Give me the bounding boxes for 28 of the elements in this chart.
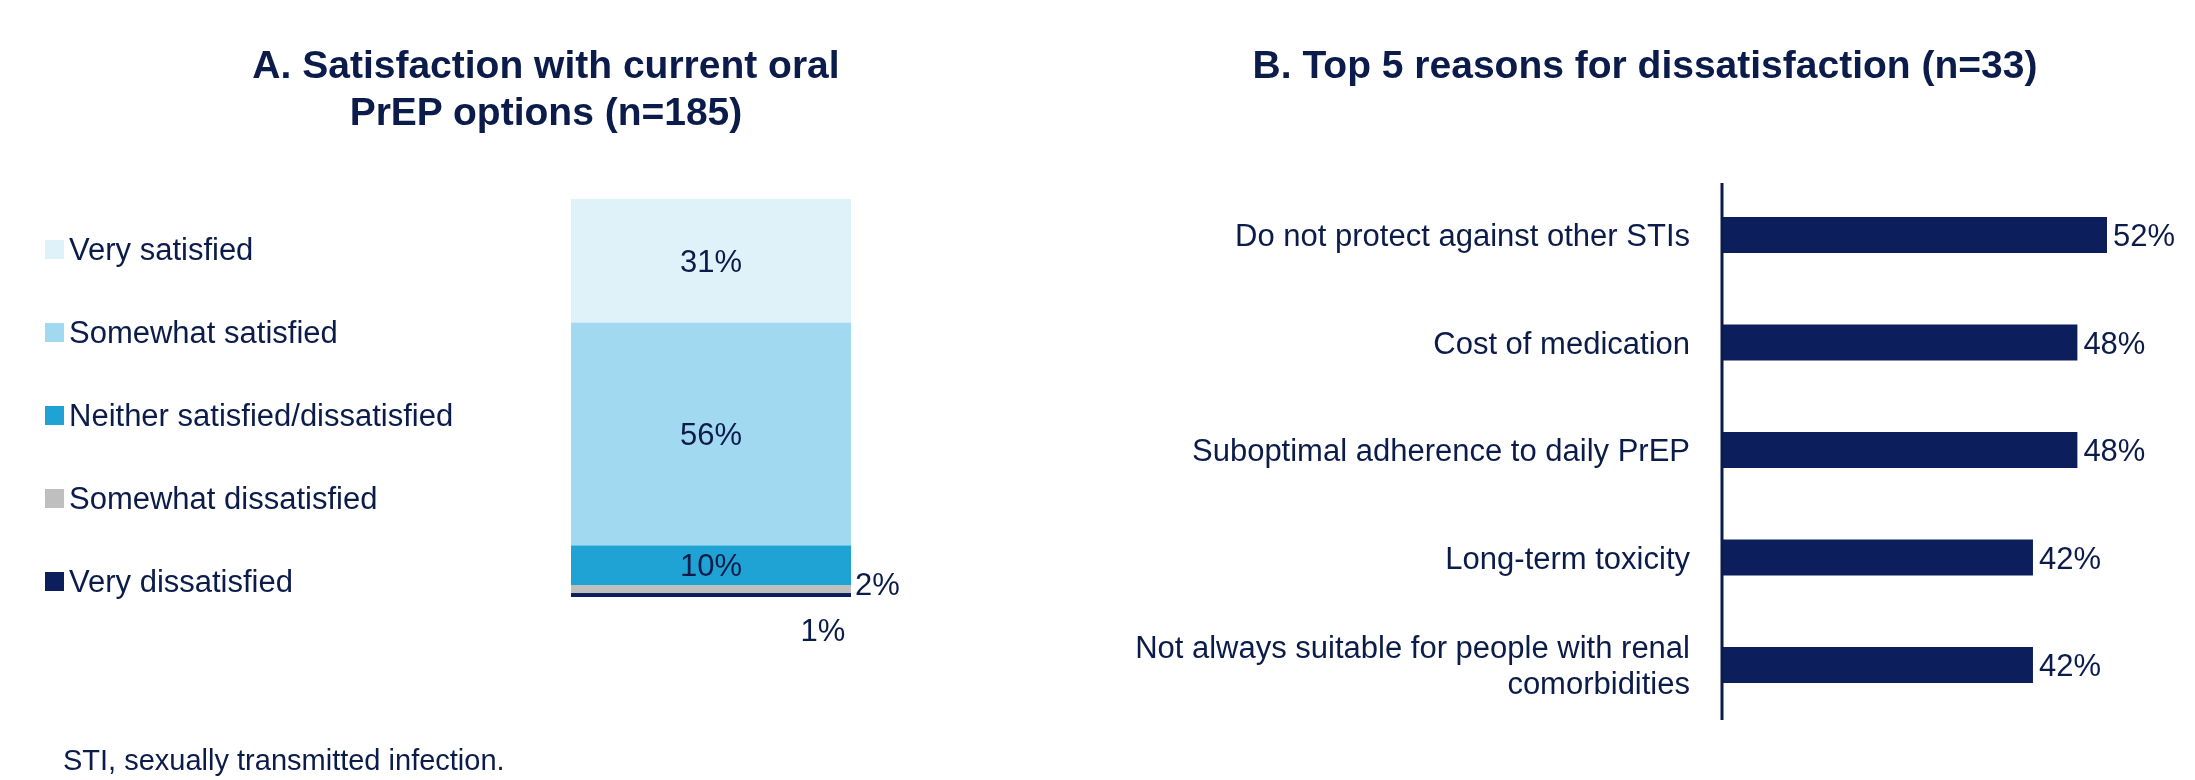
legend-label: Somewhat satisfied [69, 315, 338, 350]
chart-title: B. Top 5 reasons for dissatisfaction (n=33) [1252, 43, 2038, 86]
text: STI, sexually transmitted infection. [63, 744, 505, 776]
data-label: 52% [2113, 218, 2176, 253]
bar [571, 593, 851, 597]
legend-label: Somewhat dissatisfied [69, 481, 378, 516]
data-label: 42% [2038, 648, 2102, 683]
data-label: 10% [679, 548, 743, 584]
legend-label: Very satisfied [69, 232, 254, 267]
y-tick-label: Suboptimal adherence to daily PrEP [1191, 433, 1690, 468]
data-label: 42% [2038, 540, 2102, 576]
bar [571, 585, 851, 594]
chart-title: A. Satisfaction with current oral PrEP options (n=185) [252, 43, 840, 133]
legend-label: Neither satisfied/dissatisfied [69, 398, 454, 433]
y-tick-label: Cost of medication [1433, 325, 1690, 361]
bar [571, 199, 851, 323]
y-tick-label: Not always suitable for people with renal comorbidities [1135, 630, 1690, 701]
y-tick-label: Do not protect against other STIs [1235, 218, 1690, 253]
bar [571, 322, 851, 546]
data-label: 1% [800, 613, 846, 648]
y-tick-label: Long-term toxicity [1445, 540, 1691, 576]
data-label: 48% [2083, 433, 2146, 468]
data-label: 48% [2083, 325, 2146, 361]
data-label: 31% [679, 243, 743, 279]
bar [571, 545, 851, 586]
data-label: 2% [855, 567, 900, 603]
legend-label: Very dissatisfied [69, 564, 293, 599]
data-label: 56% [679, 416, 743, 452]
